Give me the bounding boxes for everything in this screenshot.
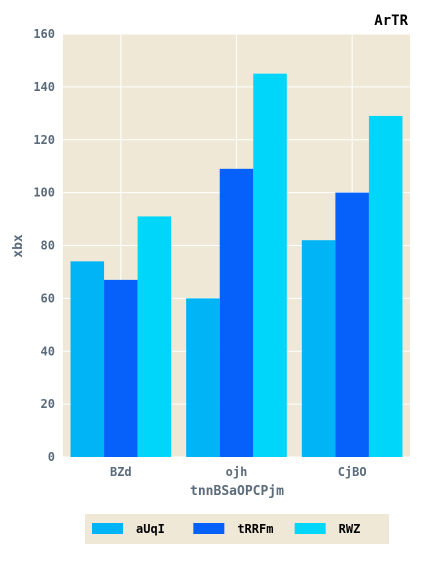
x-axis-ticks: BZd ojh CjBO [110, 465, 367, 479]
legend-label-RWZ: RWZ [339, 522, 361, 536]
y-tick-label: 60 [41, 291, 55, 305]
legend: aUqI tRRFm RWZ [85, 514, 389, 544]
bar-tRRFm-ojh [219, 168, 254, 458]
bar-aUqI-ojh [186, 298, 220, 457]
legend-swatch-tRRFm [193, 523, 225, 534]
x-tick-label: CjBO [338, 465, 367, 479]
bars [70, 73, 403, 458]
legend-swatch-RWZ [294, 523, 326, 534]
x-tick-label: BZd [110, 465, 132, 479]
y-axis-ticks: 0 20 40 60 80 100 120 140 160 [33, 27, 55, 464]
x-axis-label: tnnBSaOPCPjm [190, 484, 284, 499]
x-tick-label: ojh [226, 465, 248, 479]
y-tick-label: 0 [48, 450, 55, 464]
bar-tRRFm-BZd [104, 279, 138, 457]
bar-RWZ-BZd [137, 216, 172, 457]
legend-background [85, 514, 389, 544]
bar-aUqI-BZd [70, 261, 105, 457]
y-axis-label: xbx [11, 234, 26, 258]
y-tick-label: 160 [33, 27, 55, 41]
y-tick-label: 140 [33, 80, 55, 94]
bar-RWZ-CjBO [368, 115, 403, 458]
legend-label-aUqI: aUqI [136, 522, 165, 536]
bar-tRRFm-CjBO [335, 192, 369, 457]
legend-label-tRRFm: tRRFm [237, 522, 273, 536]
y-tick-label: 100 [33, 186, 55, 200]
y-tick-label: 80 [41, 239, 55, 253]
y-tick-label: 120 [33, 133, 55, 147]
bar-RWZ-ojh [253, 73, 287, 457]
bar-aUqI-CjBO [301, 240, 336, 457]
y-tick-label: 20 [41, 397, 55, 411]
chart-title: ArTR [374, 13, 408, 29]
legend-swatch-aUqI [92, 523, 123, 534]
y-tick-label: 40 [41, 344, 55, 358]
